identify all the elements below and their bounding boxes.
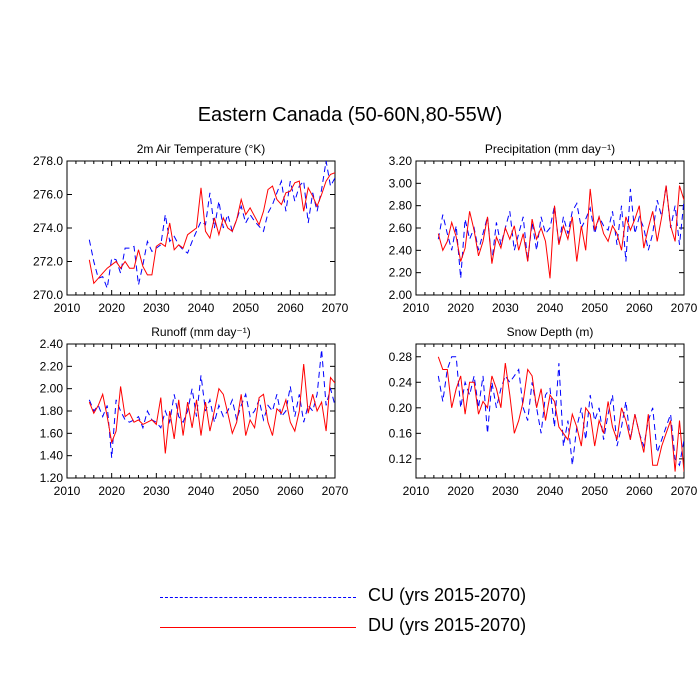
runoff-frame — [66, 343, 336, 479]
precipitation-xtick-label: 2050 — [581, 301, 608, 315]
air-temperature-ytick-label: 270.0 — [33, 288, 63, 302]
air-temperature-xtick-label: 2050 — [232, 301, 259, 315]
runoff-xtick-label: 2050 — [232, 484, 259, 498]
precipitation-series-cu — [437, 185, 684, 279]
precipitation-xtick-label: 2070 — [671, 301, 698, 315]
panel-precipitation: Precipitation (mm day⁻¹) 2010 2020 2030 2040… — [389, 142, 698, 315]
precipitation-title: Precipitation (mm day⁻¹) — [485, 142, 615, 156]
legend-swatch-cu — [160, 597, 356, 598]
snow-depth-ytick-label: 0.20 — [389, 401, 413, 415]
runoff-ytick-label: 2.20 — [40, 359, 64, 373]
runoff-ytick-label: 2.00 — [40, 382, 64, 396]
runoff-series-du — [88, 364, 335, 454]
precipitation-xtick-label: 2030 — [492, 301, 519, 315]
runoff-ytick-label: 1.40 — [40, 449, 64, 463]
runoff-ytick-label: 1.60 — [40, 426, 64, 440]
main-title: Eastern Canada (50-60N,80-55W) — [197, 104, 503, 126]
air-temperature-ytick-label: 278.0 — [33, 154, 63, 168]
snow-depth-xtick-label: 2040 — [537, 484, 564, 498]
air-temperature-series-du — [88, 172, 335, 285]
legend-item-du: DU (yrs 2015-2070) — [160, 615, 580, 639]
precipitation-ytick-label: 3.00 — [389, 176, 413, 190]
air-temperature-xtick-label: 2040 — [188, 301, 215, 315]
snow-depth-ytick-label: 0.16 — [389, 426, 413, 440]
runoff-title: Runoff (mm day⁻¹) — [151, 325, 250, 339]
panel-runoff: Runoff (mm day⁻¹) 2010 2020 2030 2040 2050 206… — [40, 325, 349, 498]
air-temperature-xtick-label: 2030 — [143, 301, 170, 315]
precipitation-ytick-label: 2.80 — [389, 199, 413, 213]
air-temperature-title: 2m Air Temperature (°K) — [137, 142, 266, 156]
snow-depth-series-cu — [437, 356, 684, 467]
runoff-series-cu — [88, 349, 335, 458]
panel-air-temperature: 2m Air Temperature (°K) 2010 2020 2030 2040 2… — [33, 142, 349, 315]
snow-depth-title: Snow Depth (m) — [507, 325, 594, 339]
runoff-xtick-label: 2030 — [143, 484, 170, 498]
snow-depth-xtick-label: 2010 — [403, 484, 430, 498]
snow-depth-ytick-label: 0.12 — [389, 452, 413, 466]
runoff-ytick-label: 2.40 — [40, 337, 64, 351]
precipitation-ytick-label: 2.40 — [389, 243, 413, 257]
runoff-xtick-label: 2060 — [277, 484, 304, 498]
snow-depth-xtick-label: 2030 — [492, 484, 519, 498]
runoff-xtick-label: 2070 — [322, 484, 349, 498]
legend-label-du: DU (yrs 2015-2070) — [368, 615, 527, 635]
runoff-ytick-label: 1.20 — [40, 471, 64, 485]
air-temperature-xtick-label: 2020 — [98, 301, 125, 315]
air-temperature-frame — [66, 160, 336, 296]
precipitation-series-du — [437, 185, 684, 279]
legend-swatch-du — [160, 627, 356, 628]
runoff-ytick-label: 1.80 — [40, 404, 64, 418]
runoff-xtick-label: 2020 — [98, 484, 125, 498]
snow-depth-ytick-label: 0.24 — [389, 375, 413, 389]
panel-snow-depth: Snow Depth (m) 2010 2020 2030 2040 2050 2060 20… — [389, 325, 698, 498]
legend-item-cu: CU (yrs 2015-2070) — [160, 585, 580, 609]
snow-depth-ytick-label: 0.28 — [389, 350, 413, 364]
air-temperature-xtick-label: 2010 — [54, 301, 81, 315]
snow-depth-series-du — [437, 356, 684, 472]
legend-label-cu: CU (yrs 2015-2070) — [368, 585, 527, 605]
air-temperature-xtick-label: 2060 — [277, 301, 304, 315]
snow-depth-xtick-label: 2070 — [671, 484, 698, 498]
precipitation-ytick-label: 2.20 — [389, 266, 413, 280]
air-temperature-ytick-label: 274.0 — [33, 221, 63, 235]
runoff-xtick-label: 2010 — [54, 484, 81, 498]
runoff-xtick-label: 2040 — [188, 484, 215, 498]
air-temperature-xtick-label: 2070 — [322, 301, 349, 315]
precipitation-xtick-label: 2010 — [403, 301, 430, 315]
precipitation-ytick-label: 3.20 — [389, 154, 413, 168]
precipitation-xtick-label: 2060 — [626, 301, 653, 315]
air-temperature-ytick-label: 276.0 — [33, 188, 63, 202]
snow-depth-xtick-label: 2020 — [447, 484, 474, 498]
air-temperature-series-cu — [88, 161, 335, 291]
precipitation-xtick-label: 2020 — [447, 301, 474, 315]
precipitation-ytick-label: 2.00 — [389, 288, 413, 302]
snow-depth-xtick-label: 2060 — [626, 484, 653, 498]
snow-depth-frame — [415, 343, 685, 479]
air-temperature-ytick-label: 272.0 — [33, 255, 63, 269]
snow-depth-xtick-label: 2050 — [581, 484, 608, 498]
precipitation-xtick-label: 2040 — [537, 301, 564, 315]
precipitation-ytick-label: 2.60 — [389, 221, 413, 235]
